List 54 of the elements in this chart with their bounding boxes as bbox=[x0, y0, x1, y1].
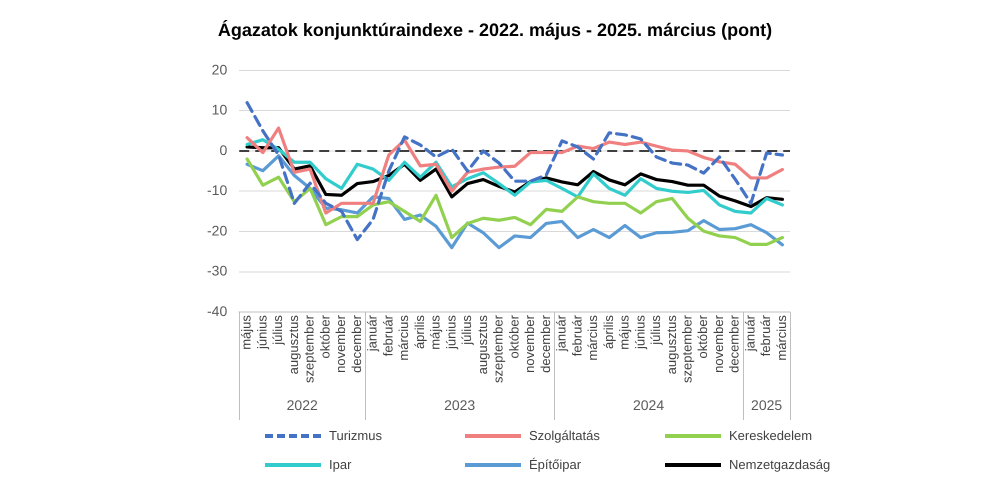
text: 2022 bbox=[286, 396, 318, 413]
x-tick-label: augusztus bbox=[286, 314, 301, 374]
x-tick-label: április bbox=[600, 314, 616, 350]
y-tick-label: -40 bbox=[207, 302, 228, 319]
legend-label: Szolgáltatás bbox=[529, 428, 600, 443]
legend-label: Kereskedelem bbox=[729, 428, 812, 443]
x-tick-label: május bbox=[238, 314, 254, 350]
text: 2023 bbox=[444, 396, 476, 413]
x-tick-label: december bbox=[538, 314, 553, 373]
x-tick-label: június bbox=[254, 314, 270, 350]
y-tick-label: 20 bbox=[212, 61, 228, 78]
x-tick-label: január bbox=[554, 314, 569, 352]
y-tick-label: 0 bbox=[219, 142, 228, 158]
x-tick-label: április bbox=[412, 314, 427, 350]
x-tick-label: július bbox=[648, 314, 664, 346]
legend-label: Ipar bbox=[329, 457, 352, 472]
x-tick-label: június bbox=[632, 314, 648, 350]
x-tick-label: július bbox=[270, 314, 286, 346]
x-tick-label: november bbox=[522, 314, 538, 373]
x-tick-label: október bbox=[695, 314, 710, 358]
x-tick-label: június bbox=[443, 314, 458, 350]
x-tick-label: március bbox=[585, 314, 600, 361]
legend-label: Nemzetgazdaság bbox=[729, 457, 830, 472]
x-tick-label: február bbox=[380, 314, 396, 356]
x-tick-label: szeptember bbox=[490, 314, 506, 383]
x-tick-label: március bbox=[774, 314, 789, 361]
x-tick-label: december bbox=[726, 314, 742, 373]
x-tick-label: május bbox=[616, 314, 632, 350]
line-series bbox=[246, 101, 784, 242]
text: 2024 bbox=[632, 396, 664, 413]
x-tick-label: február bbox=[758, 314, 774, 356]
legend-label: Építőipar bbox=[529, 457, 582, 472]
x-tick-label: szeptember bbox=[680, 314, 694, 383]
x-tick-label: augusztus bbox=[474, 314, 490, 374]
x-tick-label: augusztus bbox=[664, 314, 679, 374]
x-tick-label: január bbox=[364, 314, 380, 352]
x-tick-label: szeptember bbox=[302, 314, 317, 383]
legend-label: Turizmus bbox=[329, 428, 382, 443]
x-tick-label: november bbox=[710, 314, 726, 373]
x-tick-label: október bbox=[317, 314, 332, 358]
x-tick-label: március bbox=[396, 314, 412, 361]
y-tick-label: -20 bbox=[207, 222, 228, 238]
x-tick-label: február bbox=[569, 314, 584, 356]
text: 2025 bbox=[751, 396, 782, 413]
x-tick-label: július bbox=[459, 314, 474, 346]
x-tick-label: december bbox=[348, 314, 364, 373]
y-tick-label: 10 bbox=[212, 102, 228, 118]
x-tick-label: november bbox=[333, 314, 348, 373]
x-tick-label: május bbox=[428, 314, 443, 350]
y-tick-label: -30 bbox=[207, 262, 228, 279]
chart-title: Ágazatok konjunktúraindexe - 2022. május - 2025. március (pont) bbox=[216, 20, 774, 41]
x-tick-label: január bbox=[742, 314, 758, 352]
x-tick-label: október bbox=[506, 314, 522, 358]
y-tick-label: -10 bbox=[207, 182, 228, 198]
